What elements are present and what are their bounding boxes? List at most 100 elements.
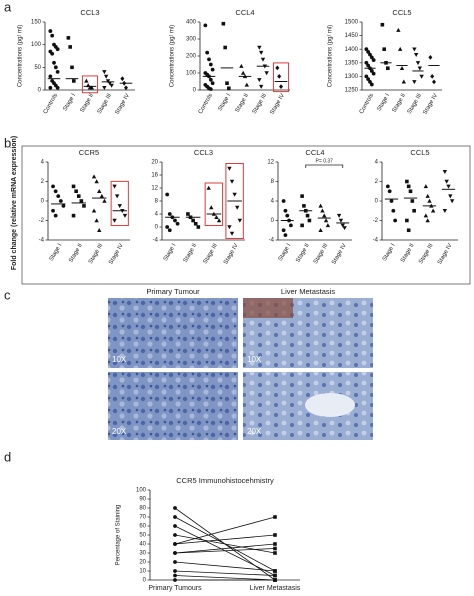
x-tick-label: Controls — [198, 93, 214, 115]
y-tick-label: 1350 — [345, 60, 359, 66]
point — [442, 170, 448, 175]
point — [173, 542, 177, 546]
point — [340, 223, 345, 228]
chart-title: CCR5 — [79, 148, 99, 157]
point — [52, 60, 56, 65]
point — [107, 81, 113, 86]
pair-line — [174, 575, 276, 581]
point — [229, 231, 235, 236]
point — [273, 542, 277, 546]
x-tick-label: Stage IV — [437, 243, 454, 266]
point — [258, 84, 264, 89]
point — [397, 46, 403, 51]
point — [425, 218, 430, 223]
y-tick-label: 300 — [186, 37, 197, 43]
point — [68, 45, 72, 49]
y-tick-label: 4 — [375, 160, 379, 166]
point — [109, 83, 114, 88]
point — [94, 218, 99, 223]
point — [89, 85, 95, 90]
x-tick-label: Stage III — [418, 243, 435, 266]
point — [91, 174, 97, 179]
point — [227, 225, 232, 230]
point — [71, 184, 76, 189]
bracket — [305, 164, 344, 168]
x-tick-label: Stage III — [407, 93, 424, 116]
point — [124, 85, 128, 91]
point — [112, 218, 117, 223]
point — [318, 227, 323, 232]
x-tick-label: Primary Tumours — [148, 585, 202, 592]
point — [114, 194, 120, 199]
x-tick-label: Stage I — [62, 93, 77, 113]
point — [323, 218, 329, 223]
y-tick-label: 70 — [139, 515, 146, 521]
x-tick-label: Controls — [43, 93, 59, 115]
y-tick-label: 400 — [186, 20, 197, 26]
point — [364, 74, 369, 79]
point — [369, 55, 374, 60]
x-tick-label: Stage III — [252, 93, 269, 116]
axis-line — [199, 22, 290, 91]
point — [193, 221, 198, 226]
y-tick-label: 4 — [41, 160, 45, 166]
point — [91, 208, 97, 213]
y-tick-label: 200 — [186, 54, 197, 60]
point — [281, 228, 286, 233]
highlight-box — [110, 180, 129, 226]
point — [428, 54, 433, 60]
x-tick-label: Controls — [359, 93, 375, 115]
y-tick-label: 30 — [139, 551, 146, 557]
point — [366, 77, 371, 82]
point — [307, 218, 312, 223]
x-tick-label: Stage II — [235, 93, 251, 114]
point — [173, 573, 177, 578]
point — [385, 184, 390, 189]
point — [51, 208, 55, 213]
point — [165, 225, 170, 229]
x-tick-label: Stage III — [313, 243, 330, 266]
chart-title: CCL4 — [235, 8, 254, 17]
point — [97, 227, 102, 232]
point — [257, 45, 262, 50]
point — [277, 74, 282, 79]
point — [425, 193, 430, 198]
point — [399, 65, 405, 70]
point — [53, 213, 58, 218]
chart-title: CCL4 — [305, 148, 324, 157]
x-tick-label: Stage II — [392, 93, 408, 114]
point — [417, 66, 423, 71]
x-tick-label: Stage II — [295, 243, 311, 264]
point — [173, 533, 177, 537]
point — [406, 184, 411, 189]
point — [122, 213, 128, 218]
point — [273, 573, 277, 578]
point — [264, 71, 269, 76]
chart-title: CCL5 — [392, 8, 411, 17]
pair-line — [174, 534, 276, 545]
y-tick-label: -2 — [39, 218, 45, 224]
y-axis-label: Fold change (relative mRNA expression) — [11, 136, 18, 270]
y-tick-label: 0 — [271, 218, 275, 224]
panel-label: d — [4, 449, 11, 464]
magnification: 10X — [247, 355, 262, 364]
point — [371, 58, 376, 62]
point — [273, 533, 277, 537]
point — [302, 204, 306, 208]
x-tick-label: Stage III — [203, 243, 220, 266]
point — [167, 228, 172, 233]
point — [235, 205, 240, 210]
point — [279, 84, 283, 89]
y-tick-label: 20 — [151, 160, 158, 166]
point — [387, 189, 392, 194]
point — [82, 204, 86, 208]
point — [209, 205, 214, 210]
x-tick-label: Stage II — [68, 243, 84, 264]
point — [430, 74, 435, 79]
point — [260, 57, 266, 62]
point — [175, 221, 180, 226]
point — [208, 87, 213, 92]
y-tick-label: 0 — [143, 578, 147, 584]
point — [167, 212, 172, 216]
y-tick-label: 1450 — [345, 33, 359, 39]
